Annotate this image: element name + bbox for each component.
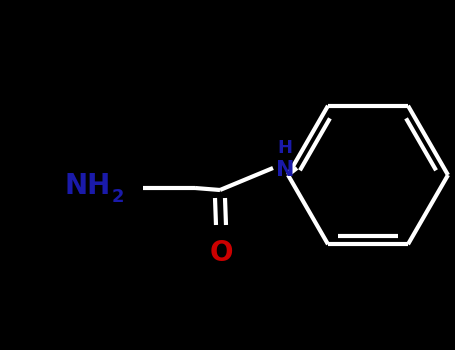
Text: H: H [278, 139, 293, 157]
Text: NH: NH [65, 172, 111, 200]
Text: N: N [276, 160, 294, 180]
Text: 2: 2 [112, 188, 125, 206]
Text: O: O [209, 239, 233, 267]
